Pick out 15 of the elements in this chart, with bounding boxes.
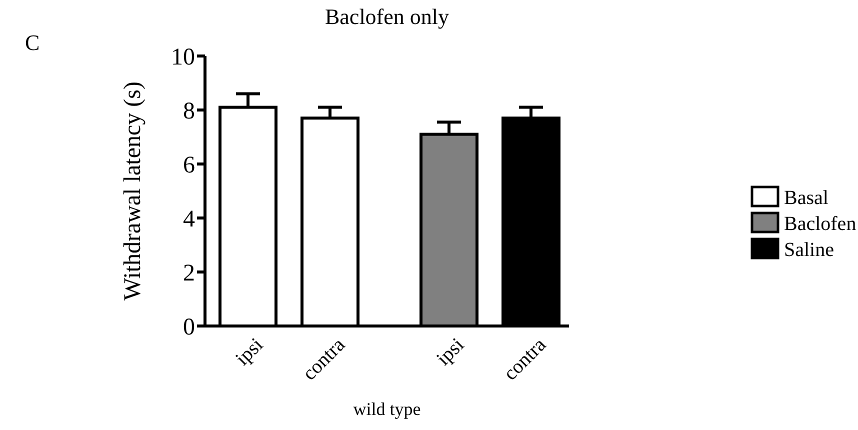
legend-label: Basal <box>784 187 829 209</box>
y-tick-label: 6 <box>183 152 195 178</box>
y-tick-label: 10 <box>171 44 195 70</box>
y-tick-label: 8 <box>183 98 195 124</box>
y-tick-label: 0 <box>183 314 195 340</box>
text: C <box>25 30 40 55</box>
x-tick-label: ipsi <box>231 334 268 370</box>
x-tick-label: ipsi <box>432 334 469 370</box>
y-tick-label: 2 <box>183 260 195 286</box>
legend-label: Baclofen <box>784 213 856 235</box>
y-tick-label: 4 <box>183 206 195 232</box>
x-axis-title: wild type <box>353 399 421 419</box>
y-axis-title: Withdrawal latency (s) <box>120 82 146 300</box>
chart-title: Baclofen only <box>324 4 450 29</box>
legend-label: Saline <box>784 239 834 261</box>
